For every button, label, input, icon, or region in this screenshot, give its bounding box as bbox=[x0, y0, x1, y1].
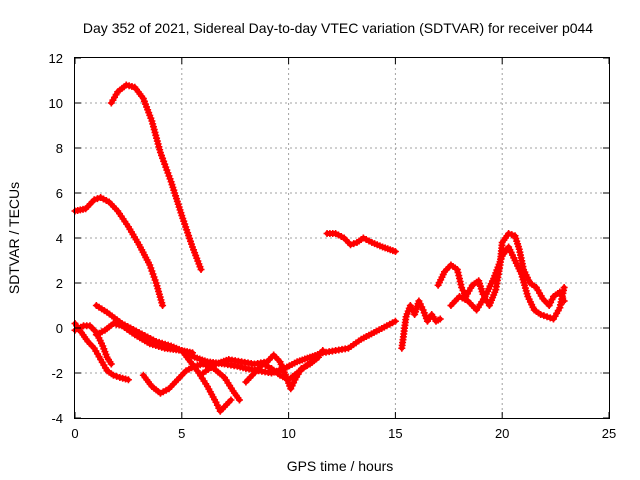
data-point-marker bbox=[391, 248, 399, 255]
series-arc-10 bbox=[242, 347, 327, 386]
data-point-marker bbox=[319, 347, 327, 354]
x-tick-label: 20 bbox=[495, 426, 509, 441]
data-series bbox=[71, 81, 568, 415]
chart-title: Day 352 of 2021, Sidereal Day-to-day VTE… bbox=[83, 20, 593, 36]
y-tick-label: 8 bbox=[56, 141, 63, 156]
y-tick-label: 2 bbox=[56, 276, 63, 291]
data-point-marker bbox=[508, 231, 516, 239]
series-arc-13 bbox=[434, 230, 568, 309]
data-point-marker bbox=[113, 372, 121, 380]
data-point-marker bbox=[505, 230, 513, 237]
series-arc-1 bbox=[107, 81, 205, 273]
series-arc-2 bbox=[71, 194, 167, 309]
x-tick-label: 25 bbox=[602, 426, 616, 441]
y-tick-label: 6 bbox=[56, 186, 63, 201]
plot-frame bbox=[74, 57, 610, 419]
data-point-marker bbox=[90, 196, 98, 204]
series-arc-14 bbox=[447, 243, 568, 323]
data-point-marker bbox=[109, 371, 117, 379]
data-point-marker bbox=[546, 314, 554, 322]
x-tick-label: 10 bbox=[281, 426, 295, 441]
y-tick-label: 12 bbox=[49, 51, 63, 66]
x-tick-label: 0 bbox=[71, 426, 78, 441]
y-tick-label: -2 bbox=[51, 366, 63, 381]
data-point-marker bbox=[391, 317, 399, 325]
data-point-marker bbox=[197, 266, 205, 273]
y-tick-label: 10 bbox=[49, 96, 63, 111]
x-tick-label: 5 bbox=[178, 426, 185, 441]
x-tick-label: 15 bbox=[388, 426, 402, 441]
data-point-marker bbox=[93, 195, 101, 203]
series-line bbox=[448, 244, 567, 322]
series-arc-6 bbox=[92, 302, 235, 415]
x-axis-label: GPS time / hours bbox=[287, 458, 394, 474]
y-axis-label: SDTVAR / TECUs bbox=[6, 182, 22, 294]
data-point-marker bbox=[436, 315, 444, 323]
data-point-marker bbox=[540, 312, 548, 320]
series-arc-11 bbox=[323, 230, 399, 255]
data-point-marker bbox=[235, 396, 243, 404]
series-arc-7 bbox=[139, 360, 243, 404]
data-point-marker bbox=[543, 313, 551, 321]
data-point-marker bbox=[560, 284, 568, 291]
series-arc-12 bbox=[398, 297, 444, 352]
y-tick-label: 0 bbox=[56, 321, 63, 336]
data-point-marker bbox=[227, 396, 235, 404]
axis-ticks: 0 5 10 15 20 25 -4 -2 0 2 4 6 8 10 12 bbox=[49, 51, 617, 441]
data-point-marker bbox=[350, 240, 358, 248]
data-point-marker bbox=[124, 376, 132, 384]
data-point-marker bbox=[159, 302, 167, 309]
y-tick-label: -4 bbox=[51, 411, 63, 426]
data-point-marker bbox=[107, 360, 115, 368]
data-point-marker bbox=[537, 311, 545, 318]
data-point-marker bbox=[347, 241, 355, 249]
y-tick-label: 4 bbox=[56, 231, 63, 246]
